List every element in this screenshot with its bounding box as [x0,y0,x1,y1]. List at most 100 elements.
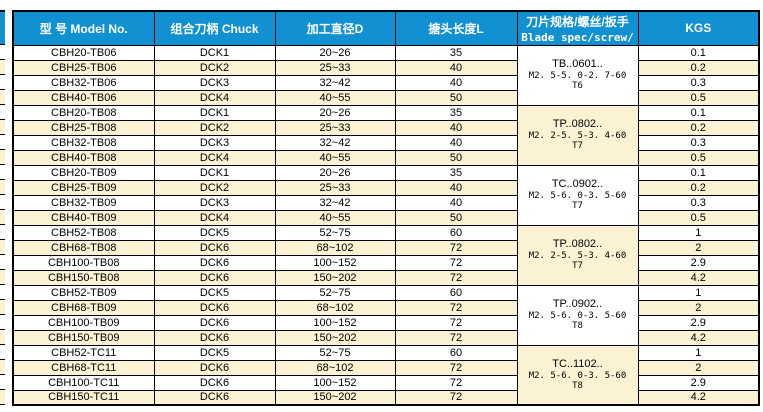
chuck-cell: DCK6 [153,329,276,346]
model-cell: CBH25-TB09 [12,179,155,196]
screw-spec: M2. 2-5. 5-3. 4-60 [528,250,627,261]
sliver-row-segment [0,240,5,255]
diameter-cell: 32~42 [274,74,396,91]
chuck-cell: DCK5 [153,224,276,241]
model-cell: CBH100-TC11 [12,374,155,391]
length-cell: 40 [394,134,518,151]
table-row: CBH25-TB06 DCK2 25~33 40 0.2 [12,59,760,76]
length-cell: 50 [394,209,518,226]
kgs-cell: 2.9 [637,314,760,331]
blade-spec-cell: TC..0902.. M2. 5-6. 0-3. 5-60 T7 [516,164,639,226]
model-cell: CBH40-TB09 [12,209,155,226]
diameter-cell: 25~33 [274,179,396,196]
chuck-cell: DCK4 [153,209,276,226]
length-cell: 40 [394,179,518,196]
blade-code: TC..0902.. [551,178,604,191]
length-cell: 40 [394,59,518,76]
model-cell: CBH32-TB08 [12,134,155,151]
model-cell: CBH68-TC11 [12,359,155,376]
wrench-size: T7 [572,201,583,212]
blade-code: TP..0902.. [552,298,603,311]
chuck-cell: DCK6 [153,374,276,391]
model-cell: CBH150-TB08 [12,269,155,286]
length-cell: 60 [394,224,518,241]
chuck-cell: DCK3 [153,74,276,91]
table-row: CBH20-TB06 DCK1 20~26 35 TB..0601.. M2. 5-5. … [12,44,760,106]
screw-spec: M2. 5-6. 0-3. 5-60 [528,310,627,321]
diameter-cell: 20~26 [274,164,396,181]
kgs-cell: 0.1 [637,44,760,61]
screw-spec: M2. 5-6. 0-3. 5-60 [528,370,627,381]
sliver-row-segment [0,300,5,315]
sliver-row-segment [0,150,5,165]
chuck-cell: DCK5 [153,284,276,301]
length-cell: 40 [394,194,518,211]
sliver-row-segment [0,90,5,105]
table-row: CBH20-TB09 DCK1 20~26 35 TC..0902.. M2. 5-6. … [12,164,760,226]
sliver-row-segment [0,315,5,330]
sliver-row-segment [0,390,5,405]
kgs-cell: 0.2 [637,119,760,136]
model-cell: CBH150-TB09 [12,329,155,346]
table-row: CBH68-TB08 DCK6 68~102 72 2 [12,239,760,256]
sliver-row-segment [0,75,5,90]
diameter-cell: 52~75 [274,344,396,361]
table-row: CBH150-TC11 DCK6 150~202 72 4.2 [12,389,760,406]
diameter-cell: 150~202 [274,389,396,406]
blade-spec-cell: TC..1102.. M2. 5-6. 0-3. 5-60 T8 [516,344,639,406]
table-row: CBH25-TB08 DCK2 25~33 40 0.2 [12,119,760,136]
blade-code: TC..1102.. [552,358,603,371]
header-model-no: 型 号 Model No. [12,10,155,46]
table-body: CBH20-TB06 DCK1 20~26 35 TB..0601.. M2. 5-5. … [12,44,760,406]
kgs-cell: 2 [637,359,760,376]
sliver-row-segment [0,330,5,345]
header-blade-spec: 刀片规格/螺丝/扳手 Blade spec/screw/ [516,10,639,46]
blade-spec-cell: TP..0902.. M2. 5-6. 0-3. 5-60 T8 [516,284,639,346]
chuck-cell: DCK2 [153,179,276,196]
table-row: CBH40-TB06 DCK4 40~55 50 0.5 [12,89,760,106]
kgs-cell: 0.1 [637,164,760,181]
diameter-cell: 52~75 [274,224,396,241]
model-cell: CBH100-TB08 [12,254,155,271]
sliver-row-segment [0,375,5,390]
kgs-cell: 2.9 [637,254,760,271]
sliver-row-segment [0,210,5,225]
chuck-cell: DCK6 [153,239,276,256]
chuck-cell: DCK3 [153,194,276,211]
model-cell: CBH20-TB09 [12,164,155,181]
length-cell: 50 [394,149,518,166]
table-row: CBH100-TB08 DCK6 100~152 72 2.9 [12,254,760,271]
chuck-cell: DCK4 [153,89,276,106]
sliver-row-segment [0,225,5,240]
screw-spec: M2. 2-5. 5-3. 4-60 [528,130,627,141]
model-cell: CBH52-TB09 [12,284,155,301]
table-row: CBH52-TB08 DCK5 52~75 60 TP..0802.. M2. 2-5. … [12,224,760,286]
chuck-cell: DCK1 [153,164,276,181]
model-cell: CBH40-TB06 [12,89,155,106]
chuck-cell: DCK1 [153,44,276,61]
table-row: CBH32-TB08 DCK3 32~42 40 0.3 [12,134,760,151]
blade-code: TP..0802.. [552,238,603,251]
length-cell: 40 [394,74,518,91]
kgs-cell: 1 [637,284,760,301]
table-row: CBH150-TB09 DCK6 150~202 72 4.2 [12,329,760,346]
kgs-cell: 2.9 [637,374,760,391]
diameter-cell: 68~102 [274,239,396,256]
table-row: CBH100-TC11 DCK6 100~152 72 2.9 [12,374,760,391]
blade-spec-cell: TB..0601.. M2. 5-5. 0-2. 7-60 T6 [516,44,639,106]
chuck-cell: DCK6 [153,299,276,316]
model-cell: CBH100-TB09 [12,314,155,331]
table-header: 型 号 Model No. 组合刀柄 Chuck 加工直径D 搪头长度L 刀片规… [12,10,760,46]
table-row: CBH68-TB09 DCK6 68~102 72 2 [12,299,760,316]
length-cell: 35 [394,164,518,181]
kgs-cell: 0.3 [637,194,760,211]
sliver-row-segment [0,120,5,135]
length-cell: 60 [394,284,518,301]
sliver-row-segment [0,360,5,375]
sliver-row-segment [0,60,5,75]
diameter-cell: 100~152 [274,314,396,331]
sliver-row-segment [0,135,5,150]
diameter-cell: 25~33 [274,119,396,136]
table-row: CBH20-TB08 DCK1 20~26 35 TP..0802.. M2. 2-5. … [12,104,760,166]
chuck-cell: DCK1 [153,104,276,121]
